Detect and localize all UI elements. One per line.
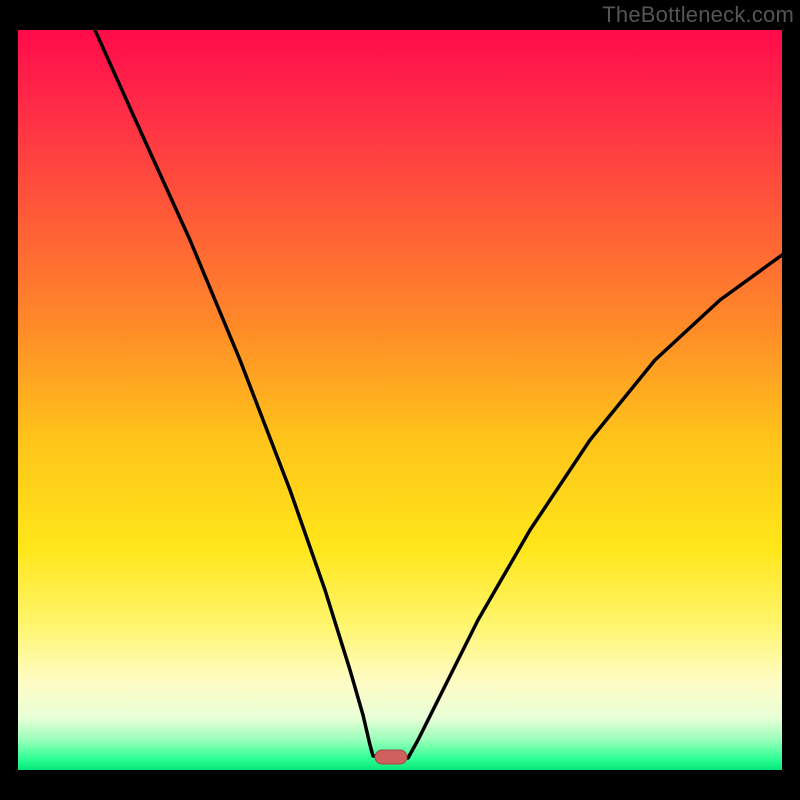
watermark-text: TheBottleneck.com [602, 2, 794, 28]
chart-stage: TheBottleneck.com [0, 0, 800, 800]
optimum-marker [375, 750, 407, 764]
bottleneck-chart [0, 0, 800, 800]
plot-gradient-area [18, 30, 782, 770]
